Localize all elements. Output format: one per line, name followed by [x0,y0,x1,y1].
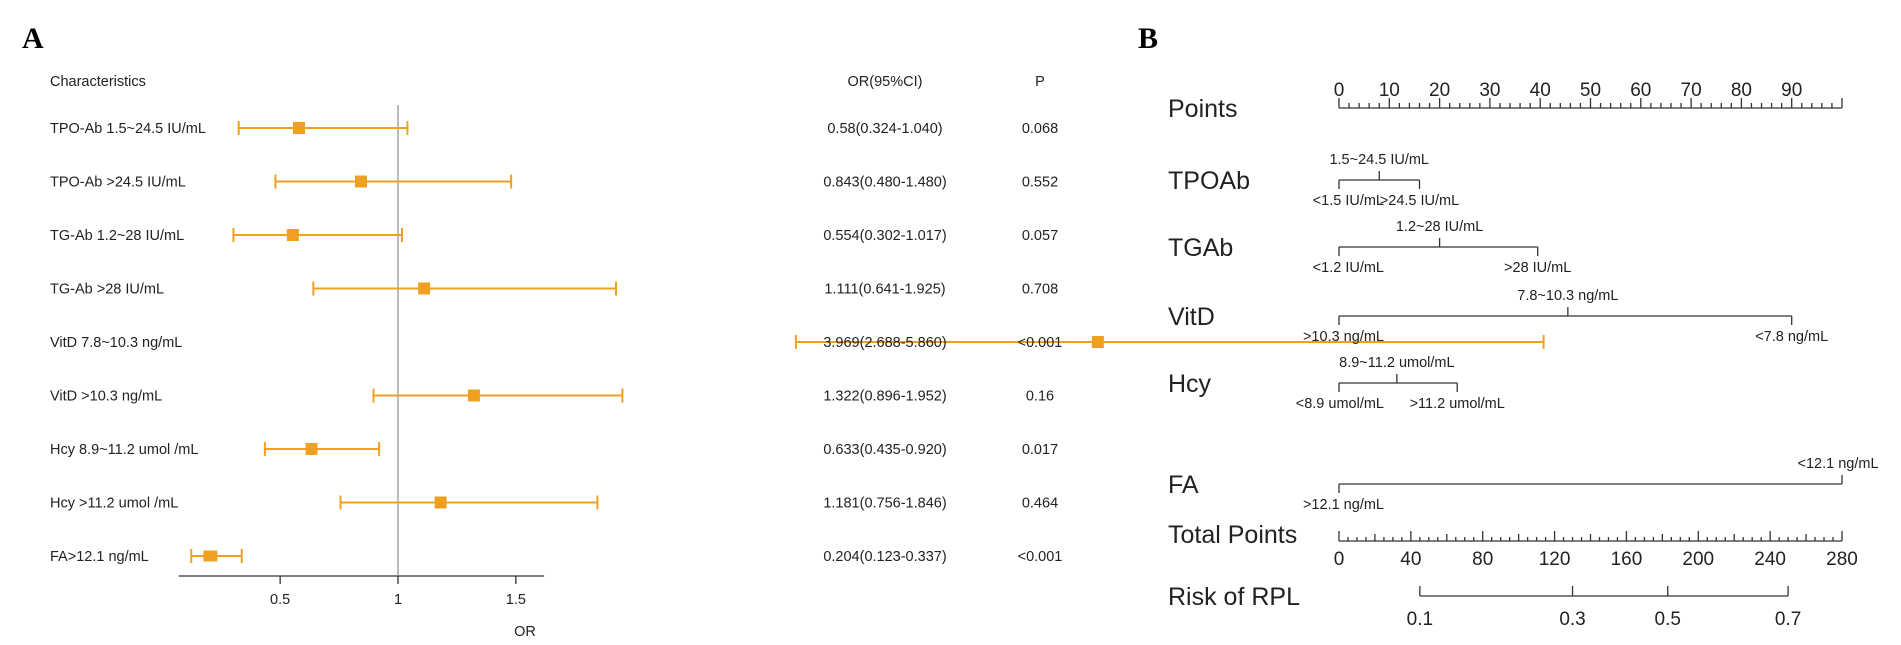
variable-level-label: 8.9~11.2 umol/mL [1339,355,1454,371]
forest-row-label: TPO-Ab >24.5 IU/mL [50,175,186,191]
forest-p-value: 0.552 [1022,175,1058,191]
points-tick-label: 60 [1630,80,1651,101]
total-points-tick-label: 160 [1611,549,1643,570]
forest-row-label: Hcy >11.2 umol /mL [50,496,178,512]
points-tick-label: 70 [1681,80,1702,101]
points-tick-label: 10 [1379,80,1400,101]
total-points-tick-label: 240 [1754,549,1786,570]
variable-level-label: 1.5~24.5 IU/mL [1329,152,1429,168]
forest-point-marker [1091,336,1104,348]
variable-level-label: <12.1 ng/mL [1797,456,1878,472]
forest-p-value: 0.16 [1026,389,1054,405]
variable-level-label: >10.3 ng/mL [1303,329,1384,345]
forest-row-label: Hcy 8.9~11.2 umol /mL [50,442,198,458]
forest-point-marker [305,443,318,455]
total-points-tick-label: 0 [1334,549,1345,570]
forest-row-label: VitD >10.3 ng/mL [50,389,162,405]
total-points-tick-label: 40 [1400,549,1421,570]
nomogram-panel: B Points 0 10 20 30 40 50 60 70 80 90 TPOAb <1.5 IU/… [1138,22,1879,630]
header-or-ci: OR(95%CI) [848,74,923,90]
forest-point-marker [418,282,431,295]
nomogram-total-points-label: Total Points [1168,521,1297,549]
variable-level-label: >12.1 ng/mL [1303,497,1384,513]
forest-or-ci-value: 0.633(0.435-0.920) [823,442,946,458]
forest-p-value: 0.017 [1022,442,1058,458]
forest-p-value: 0.708 [1022,282,1058,298]
nomogram-axes: Points 0 10 20 30 40 50 60 70 80 90 TPOAb <1.5 IU/mL… [1168,80,1879,630]
panel-b-label: B [1138,22,1158,55]
total-points-tick-label: 80 [1472,549,1493,570]
total-points-tick-label: 280 [1826,549,1858,570]
forest-row-label: FA>12.1 ng/mL [50,549,149,565]
forest-row-label: TPO-Ab 1.5~24.5 IU/mL [50,121,206,137]
risk-tick-label: 0.1 [1407,609,1433,630]
variable-level-label: >28 IU/mL [1504,260,1571,276]
points-tick-label: 40 [1530,80,1551,101]
forest-or-ci-value: 1.111(0.641-1.925) [824,282,945,298]
forest-row-label: VitD 7.8~10.3 ng/mL [50,335,182,351]
forest-point-marker [467,389,480,402]
forest-plot-panel: A Characteristics OR(95%CI) P 0.5 1 1.5 TPO… [22,22,1545,640]
forest-or-ci-value: 1.181(0.756-1.846) [823,496,946,512]
points-tick-label: 20 [1429,80,1450,101]
forest-point-marker [434,496,447,509]
variable-level-label: <1.5 IU/mL [1313,193,1384,209]
forest-or-ci-value: 0.554(0.302-1.017) [823,228,946,244]
forest-point-marker [293,122,305,134]
forest-x-axis-label: OR [514,624,536,640]
forest-point-marker [286,229,299,241]
variable-level-label: <7.8 ng/mL [1755,329,1828,345]
risk-tick-label: 0.3 [1559,609,1585,630]
points-tick-label: 50 [1580,80,1601,101]
nomogram-points-label: Points [1168,95,1237,123]
forest-point-marker [354,175,367,188]
total-points-tick-label: 120 [1539,549,1571,570]
forest-p-value: 0.068 [1022,121,1058,137]
nomogram-variable-label: TGAb [1168,234,1233,262]
variable-level-label: <1.2 IU/mL [1313,260,1384,276]
nomogram-variable-label: FA [1168,471,1199,499]
forest-or-ci-value: 0.58(0.324-1.040) [827,121,942,137]
forest-p-value: 0.057 [1022,228,1058,244]
header-p: P [1035,74,1045,90]
forest-point-marker [203,550,218,562]
header-characteristics: Characteristics [50,74,146,90]
nomogram-variable-label: Hcy [1168,370,1212,398]
variable-level-label: 1.2~28 IU/mL [1396,219,1483,235]
forest-or-ci-value: 1.322(0.896-1.952) [823,389,946,405]
forest-p-value: 0.464 [1022,496,1058,512]
variable-level-label: >11.2 umol/mL [1410,396,1505,412]
points-tick-label: 0 [1334,80,1345,101]
forest-x-tick-label: 1.5 [506,592,526,608]
nomogram-variable-label: TPOAb [1168,167,1250,195]
risk-tick-label: 0.7 [1775,609,1801,630]
panel-a-label: A [22,22,44,55]
variable-level-label: <8.9 umol/mL [1296,396,1384,412]
nomogram-variable-label: VitD [1168,303,1215,331]
forest-or-ci-value: 0.204(0.123-0.337) [823,549,946,565]
forest-rows: 0.5 1 1.5 TPO-Ab 1.5~24.5 IU/mL 0.58(0.324-1… [50,105,1545,608]
forest-or-ci-value: 0.843(0.480-1.480) [823,175,946,191]
points-tick-label: 30 [1479,80,1500,101]
forest-x-tick-label: 1 [394,592,402,608]
forest-row-label: TG-Ab >28 IU/mL [50,282,164,298]
forest-p-value: <0.001 [1018,549,1063,565]
forest-or-ci-value: 3.969(2.688-5.860) [823,335,946,351]
points-tick-label: 90 [1781,80,1802,101]
variable-level-label: 7.8~10.3 ng/mL [1517,288,1618,304]
forest-x-tick-label: 0.5 [270,592,290,608]
nomogram-risk-label: Risk of RPL [1168,583,1300,611]
variable-level-label: >24.5 IU/mL [1380,193,1459,209]
forest-row-label: TG-Ab 1.2~28 IU/mL [50,228,184,244]
points-tick-label: 80 [1731,80,1752,101]
forest-p-value: <0.001 [1018,335,1063,351]
total-points-tick-label: 200 [1682,549,1714,570]
risk-tick-label: 0.5 [1655,609,1681,630]
